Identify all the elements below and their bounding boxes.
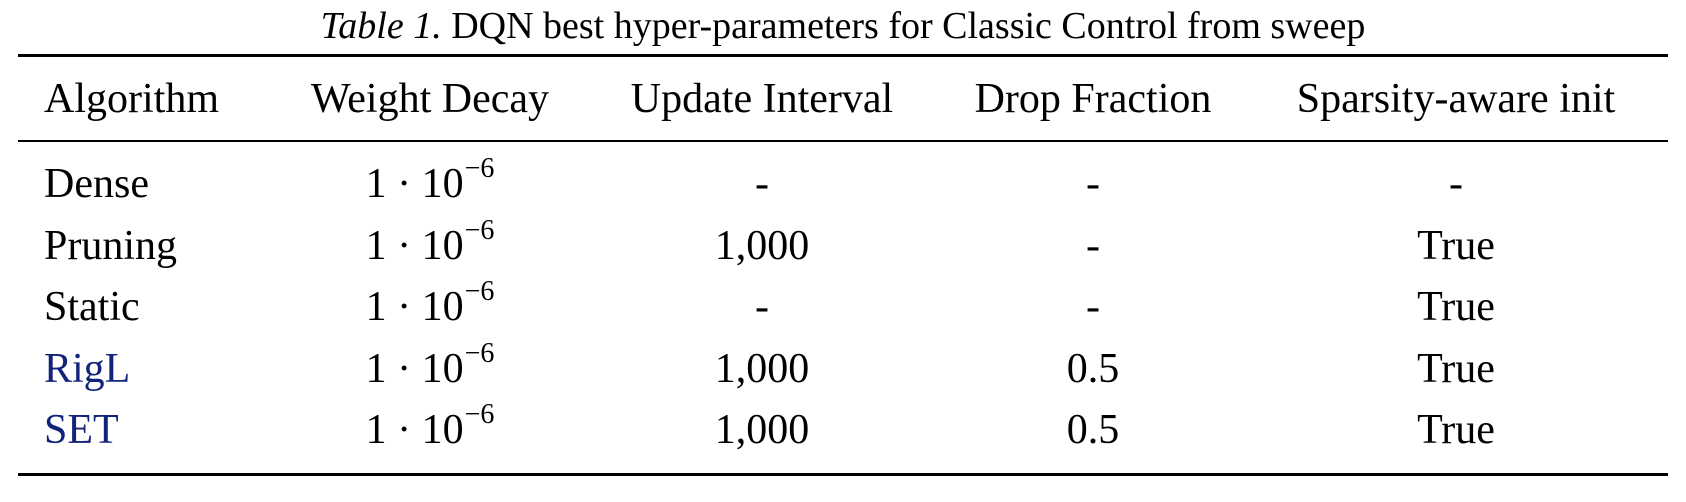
cell-update-interval: -: [755, 284, 769, 330]
cell-algorithm: Pruning: [44, 223, 178, 269]
caption-label: Table 1.: [320, 5, 442, 47]
cell-sparsity-init: True: [1417, 284, 1495, 330]
cell-sparsity-init: True: [1417, 223, 1495, 269]
cell-weight-decay: 1 · 10−6: [365, 399, 495, 460]
cell-sparsity-init: True: [1417, 346, 1495, 392]
cell-drop-fraction: -: [1086, 223, 1100, 269]
header-rule: [18, 140, 1668, 142]
cell-update-interval: -: [755, 161, 769, 207]
cell-sparsity-init: True: [1417, 407, 1495, 453]
header-weight-decay: Weight Decay: [310, 76, 550, 122]
cell-sparsity-init: -: [1449, 161, 1463, 207]
cell-drop-fraction: -: [1086, 161, 1100, 207]
cell-update-interval: 1,000: [714, 223, 810, 269]
wd-mantissa: 1 · 10: [365, 346, 464, 392]
wd-exponent: −6: [464, 153, 495, 184]
algorithm-link-rigl[interactable]: RigL: [44, 346, 131, 392]
cell-weight-decay: 1 · 10−6: [365, 153, 495, 214]
wd-exponent: −6: [464, 338, 495, 369]
cell-weight-decay: 1 · 10−6: [365, 215, 495, 276]
cell-weight-decay: 1 · 10−6: [365, 276, 495, 337]
top-rule: [18, 54, 1668, 57]
caption-text: DQN best hyper-parameters for Classic Co…: [451, 5, 1366, 47]
cell-update-interval: 1,000: [714, 407, 810, 453]
header-update-interval: Update Interval: [630, 76, 894, 122]
cell-drop-fraction: 0.5: [1066, 346, 1120, 392]
wd-exponent: −6: [464, 399, 495, 430]
cell-weight-decay: 1 · 10−6: [365, 338, 495, 399]
header-drop-fraction: Drop Fraction: [974, 76, 1212, 122]
wd-exponent: −6: [464, 215, 495, 246]
header-algorithm: Algorithm: [44, 76, 219, 122]
wd-mantissa: 1 · 10: [365, 407, 464, 453]
wd-mantissa: 1 · 10: [365, 161, 464, 207]
cell-algorithm: Static: [44, 284, 140, 330]
cell-drop-fraction: -: [1086, 284, 1100, 330]
wd-mantissa: 1 · 10: [365, 284, 464, 330]
bottom-rule: [18, 473, 1668, 476]
cell-update-interval: 1,000: [714, 346, 810, 392]
wd-mantissa: 1 · 10: [365, 223, 464, 269]
cell-drop-fraction: 0.5: [1066, 407, 1120, 453]
header-sparsity-init: Sparsity-aware init: [1296, 76, 1616, 122]
cell-algorithm: Dense: [44, 161, 149, 207]
table-caption: Table 1. DQN best hyper-parameters for C…: [0, 2, 1686, 50]
wd-exponent: −6: [464, 276, 495, 307]
algorithm-link-set[interactable]: SET: [44, 407, 119, 453]
